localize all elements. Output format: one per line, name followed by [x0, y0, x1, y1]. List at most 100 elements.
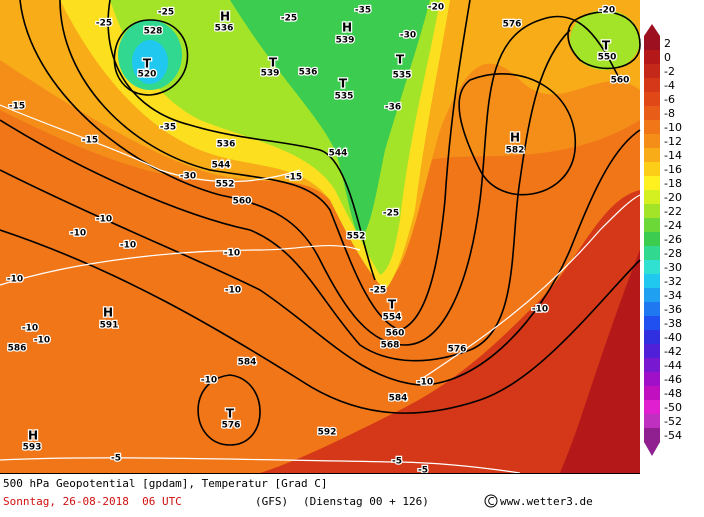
legend-label: -48 [664, 387, 682, 400]
legend-swatch [644, 148, 660, 163]
contour-label: 560 [233, 197, 252, 207]
contour-label: -10 [34, 336, 50, 346]
legend-arrow [644, 24, 660, 36]
legend-label: -44 [664, 359, 682, 372]
contour-label: 535 [335, 92, 354, 102]
contour-label: -25 [383, 209, 399, 219]
copyright-icon [488, 497, 495, 505]
legend-label: -12 [664, 135, 682, 148]
contour-label: -5 [392, 457, 402, 467]
contour-label: 576 [448, 345, 467, 355]
copyright-icon [484, 494, 498, 508]
contour [0, 129, 641, 386]
legend-label: -8 [664, 107, 675, 120]
legend-label: -38 [664, 317, 682, 330]
contour [458, 73, 576, 196]
contour-label: 550 [598, 53, 617, 63]
legend-label: -40 [664, 331, 682, 344]
contour-label: 535 [393, 71, 412, 81]
contour-label: -10 [120, 241, 136, 251]
isotherm [0, 457, 521, 474]
contour-label: 528 [144, 27, 163, 37]
legend-label: -28 [664, 247, 682, 260]
contour-label: 552 [347, 232, 366, 242]
legend-swatch [644, 36, 660, 51]
legend-label: -16 [664, 163, 682, 176]
contour-label: 560 [611, 76, 630, 86]
low-core-inner [132, 40, 168, 84]
contour-label: -20 [599, 6, 615, 16]
contour-label: 576 [222, 421, 241, 431]
legend-label: -24 [664, 219, 682, 232]
hot-air [560, 250, 640, 473]
legend-swatch [644, 372, 660, 387]
legend-label: -4 [664, 79, 675, 92]
warm-air [260, 190, 640, 473]
isotherm [419, 194, 641, 381]
legend-label: 2 [664, 37, 671, 50]
contour-label: 584 [238, 358, 257, 368]
legend-swatch [644, 330, 660, 345]
legend-swatch [644, 190, 660, 205]
contour [19, 0, 621, 346]
legend-arrow [644, 442, 660, 456]
contour-label: 576 [503, 20, 522, 30]
contour-label: 591 [100, 321, 119, 331]
footer: 500 hPa Geopotential [gpdam], Temperatur… [0, 473, 640, 508]
footer-run: (Dienstag 00 + 126) [303, 495, 429, 508]
contour-label: 539 [261, 69, 280, 79]
pressure-center: T [602, 39, 611, 53]
contour-label: -10 [70, 229, 86, 239]
contour-label: 520 [138, 70, 157, 80]
contour-label: -10 [96, 215, 112, 225]
pressure-center: T [226, 407, 235, 421]
pressure-center: T [339, 77, 348, 91]
legend-label: -36 [664, 303, 682, 316]
legend-swatch [644, 218, 660, 233]
legend-label: -30 [664, 261, 682, 274]
contour-label: 544 [329, 149, 348, 159]
contour [197, 374, 261, 446]
legend-swatch [644, 386, 660, 401]
contour [59, 0, 471, 331]
contour [113, 19, 189, 96]
legend-label: -22 [664, 205, 682, 218]
pressure-center: T [388, 298, 397, 312]
legend-swatch [644, 162, 660, 177]
legend: 20-2-4-6-8-10-12-14-16-18-20-22-24-26-28… [644, 24, 682, 456]
contour-label: -10 [7, 275, 23, 285]
legend-swatch [644, 134, 660, 149]
pressure-center: T [269, 56, 278, 70]
pressure-center: T [396, 53, 405, 67]
contour-label: 539 [336, 36, 355, 46]
contour-label: 536 [217, 140, 236, 150]
pressure-center: H [28, 429, 38, 443]
contour-label: -25 [158, 8, 174, 18]
footer-site[interactable]: www.wetter3.de [500, 495, 593, 508]
legend-label: 0 [664, 51, 671, 64]
contour-label: 536 [215, 24, 234, 34]
legend-label: -54 [664, 429, 682, 442]
legend-swatch [644, 106, 660, 121]
legend-swatch [644, 260, 660, 275]
legend-label: -6 [664, 93, 675, 106]
legend-label: -2 [664, 65, 675, 78]
legend-swatch [644, 400, 660, 415]
contour-label: -10 [532, 305, 548, 315]
contour-label: 536 [299, 68, 318, 78]
footer-model: (GFS) [255, 495, 288, 508]
legend-swatch [644, 428, 660, 443]
contour-label: -10 [22, 324, 38, 334]
legend-swatch [644, 344, 660, 359]
legend-swatch [644, 316, 660, 331]
footer-title: 500 hPa Geopotential [gpdam], Temperatur… [3, 477, 328, 490]
isotherm [0, 104, 301, 183]
contour [107, 0, 376, 281]
contour [0, 29, 571, 362]
contour-label: -25 [96, 19, 112, 29]
contour-label: 568 [381, 341, 400, 351]
legend-label: -52 [664, 415, 682, 428]
contour-label: 544 [212, 161, 231, 171]
